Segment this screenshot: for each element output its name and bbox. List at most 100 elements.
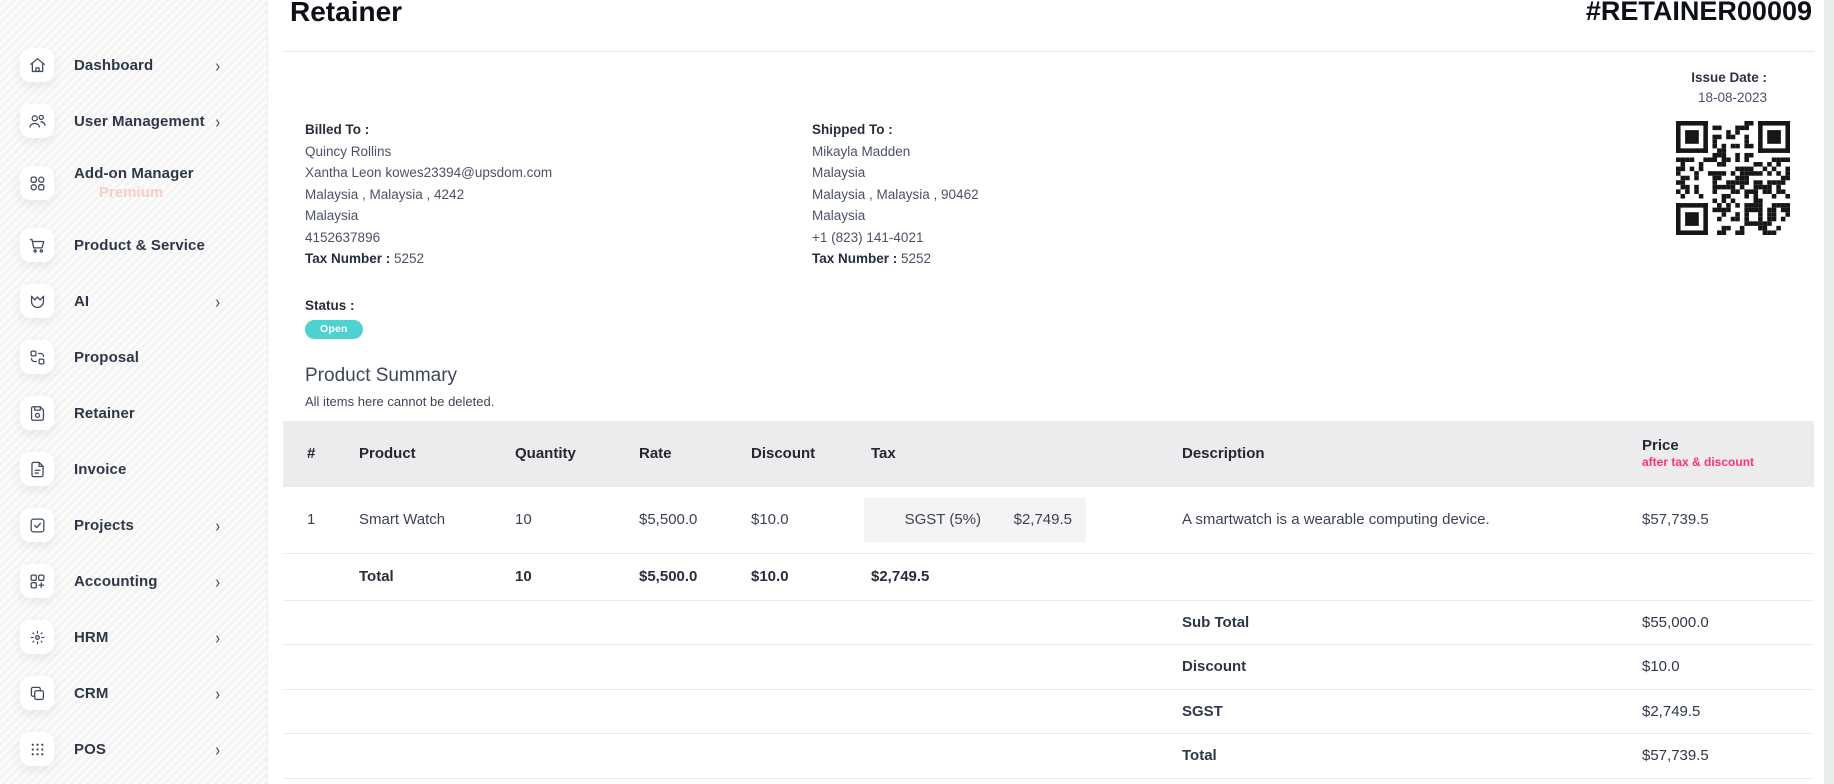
sidebar-item-pos[interactable]: POS › (0, 721, 267, 777)
checkbox-icon (20, 508, 54, 542)
users-icon (20, 104, 54, 138)
premium-badge: Premium (99, 184, 164, 201)
cell-description: A smartwatch is a wearable computing dev… (1182, 511, 1490, 528)
sidebar-item-proposal[interactable]: Proposal (0, 329, 267, 385)
summary-row-total: Total $57,739.5 (283, 734, 1814, 779)
status-section: Status : Open (305, 298, 1814, 339)
billed-to-country: Malaysia (305, 208, 359, 223)
chevron-right-icon: › (215, 291, 220, 311)
shipped-to-country1: Malaysia (812, 165, 866, 180)
sidebar-item-projects[interactable]: Projects › (0, 497, 267, 553)
chevron-right-icon: › (215, 515, 220, 535)
sidebar-item-user-management[interactable]: User Management › (0, 93, 267, 149)
sidebar-item-label: Add-on Manager (74, 165, 194, 182)
sgst-label: SGST (1182, 702, 1223, 720)
cart-icon (20, 228, 54, 262)
cell-tax: SGST (5%) $2,749.5 (864, 497, 1182, 542)
sidebar-item-hrm[interactable]: HRM › (0, 609, 267, 665)
issue-date-label: Issue Date : (1691, 70, 1767, 85)
price-subnote: after tax & discount (1642, 455, 1755, 470)
home-icon (20, 48, 54, 82)
sidebar-item-label: Product & Service (74, 236, 205, 254)
col-header-rate: Rate (639, 445, 672, 462)
shipped-to-name: Mikayla Madden (812, 143, 911, 159)
grand-total-label: Total (1182, 747, 1217, 765)
shipped-to-country2: Malaysia (812, 208, 866, 223)
sidebar-item-retainer[interactable]: Retainer (0, 385, 267, 441)
grand-total-value: $57,739.5 (1642, 747, 1709, 765)
sidebar-item-label: Projects (74, 516, 134, 534)
table-row: 1 Smart Watch 10 $5,500.0 $10.0 SGST (5%… (283, 487, 1814, 553)
tax-name: SGST (5%) (904, 511, 981, 528)
sidebar-item-label: Proposal (74, 348, 139, 366)
billed-to-tax: Tax Number : 5252 (305, 251, 425, 266)
main-content: Retainer #RETAINER00009 Issue Date : 18-… (268, 0, 1824, 784)
col-header-quantity: Quantity (515, 445, 576, 462)
cell-quantity: 10 (515, 511, 532, 528)
billed-to-address: Malaysia , Malaysia , 4242 (305, 186, 465, 202)
chevron-right-icon: › (215, 739, 220, 759)
parties-section: Billed To : Quincy Rollins Xantha Leon k… (283, 119, 1814, 270)
save-icon (20, 396, 54, 430)
cell-num: 1 (307, 511, 316, 528)
cell-rate: $5,500.0 (639, 511, 698, 528)
billed-to-phone: 4152637896 (305, 229, 381, 245)
grid-icon (20, 166, 54, 200)
shipped-to-tax: Tax Number : 5252 (812, 251, 932, 266)
chevron-right-icon: › (215, 571, 220, 591)
chevron-right-icon: › (215, 683, 220, 703)
col-header-product: Product (359, 445, 416, 462)
total-rate: $5,500.0 (639, 568, 698, 585)
total-tax: $2,749.5 (871, 568, 930, 585)
tax-amount: $2,749.5 (1013, 511, 1072, 528)
sidebar-item-ai[interactable]: AI › (0, 273, 267, 329)
cell-product: Smart Watch (359, 511, 446, 528)
status-badge: Open (305, 319, 363, 339)
sidebar-item-label: Invoice (74, 460, 127, 478)
summary-row-discount: Discount $10.0 (283, 645, 1814, 690)
copy-icon (20, 676, 54, 710)
sidebar-item-label: Retainer (74, 404, 135, 422)
product-summary-title: Product Summary (305, 364, 458, 386)
shipped-to-phone: +1 (823) 141-4021 (812, 229, 924, 245)
summary-row-sgst: SGST $2,749.5 (283, 690, 1814, 734)
sgst-value: $2,749.5 (1642, 702, 1701, 720)
document-number: #RETAINER00009 (1585, 0, 1812, 26)
chevron-right-icon: › (215, 55, 220, 75)
sidebar-item-label: POS (74, 740, 106, 758)
table-total-row: Total 10 $5,500.0 $10.0 $2,749.5 (283, 552, 1814, 601)
vertical-scrollbar[interactable] (1824, 0, 1834, 784)
dots-grid-icon (20, 732, 54, 766)
subtotal-label: Sub Total (1182, 613, 1250, 631)
sidebar-item-product-service[interactable]: Product & Service (0, 217, 267, 273)
chevron-right-icon: › (215, 111, 220, 131)
billed-to-name: Quincy Rollins (305, 143, 392, 159)
product-summary-header: Product Summary All items here cannot be… (305, 365, 1814, 409)
sidebar: Dashboard › User Management › Add-on Man… (0, 0, 268, 784)
subtotal-value: $55,000.0 (1642, 613, 1709, 631)
col-header-num: # (307, 445, 316, 462)
tax-pill: SGST (5%) $2,749.5 (864, 497, 1086, 542)
sidebar-item-invoice[interactable]: Invoice (0, 441, 267, 497)
sidebar-item-label: Dashboard (74, 56, 154, 74)
table-header-row: # Product Quantity Rate Discount Tax Des… (283, 420, 1814, 487)
billed-to-contact: Xantha Leon kowes23394@upsdom.com (305, 165, 553, 180)
product-table: # Product Quantity Rate Discount Tax Des… (283, 420, 1814, 779)
total-quantity: 10 (515, 568, 532, 585)
status-label: Status : (305, 297, 355, 313)
col-header-price: Price after tax & discount (1642, 436, 1814, 471)
chevron-right-icon: › (215, 627, 220, 647)
sidebar-item-crm[interactable]: CRM › (0, 665, 267, 721)
sidebar-item-accounting[interactable]: Accounting › (0, 553, 267, 609)
issue-date: Issue Date : 18-08-2023 (283, 70, 1767, 105)
sidebar-item-label: AI (74, 292, 90, 310)
col-header-description: Description (1182, 445, 1265, 462)
focus-icon (20, 620, 54, 654)
discount-value: $10.0 (1642, 658, 1680, 676)
sidebar-item-label: User Management (74, 112, 205, 130)
sidebar-item-dashboard[interactable]: Dashboard › (0, 37, 267, 93)
sidebar-item-label: Accounting (74, 572, 158, 590)
issue-date-value: 18-08-2023 (1697, 90, 1767, 105)
sidebar-item-addon-manager[interactable]: Add-on Manager Premium (0, 149, 267, 217)
ai-mask-icon (20, 284, 54, 318)
